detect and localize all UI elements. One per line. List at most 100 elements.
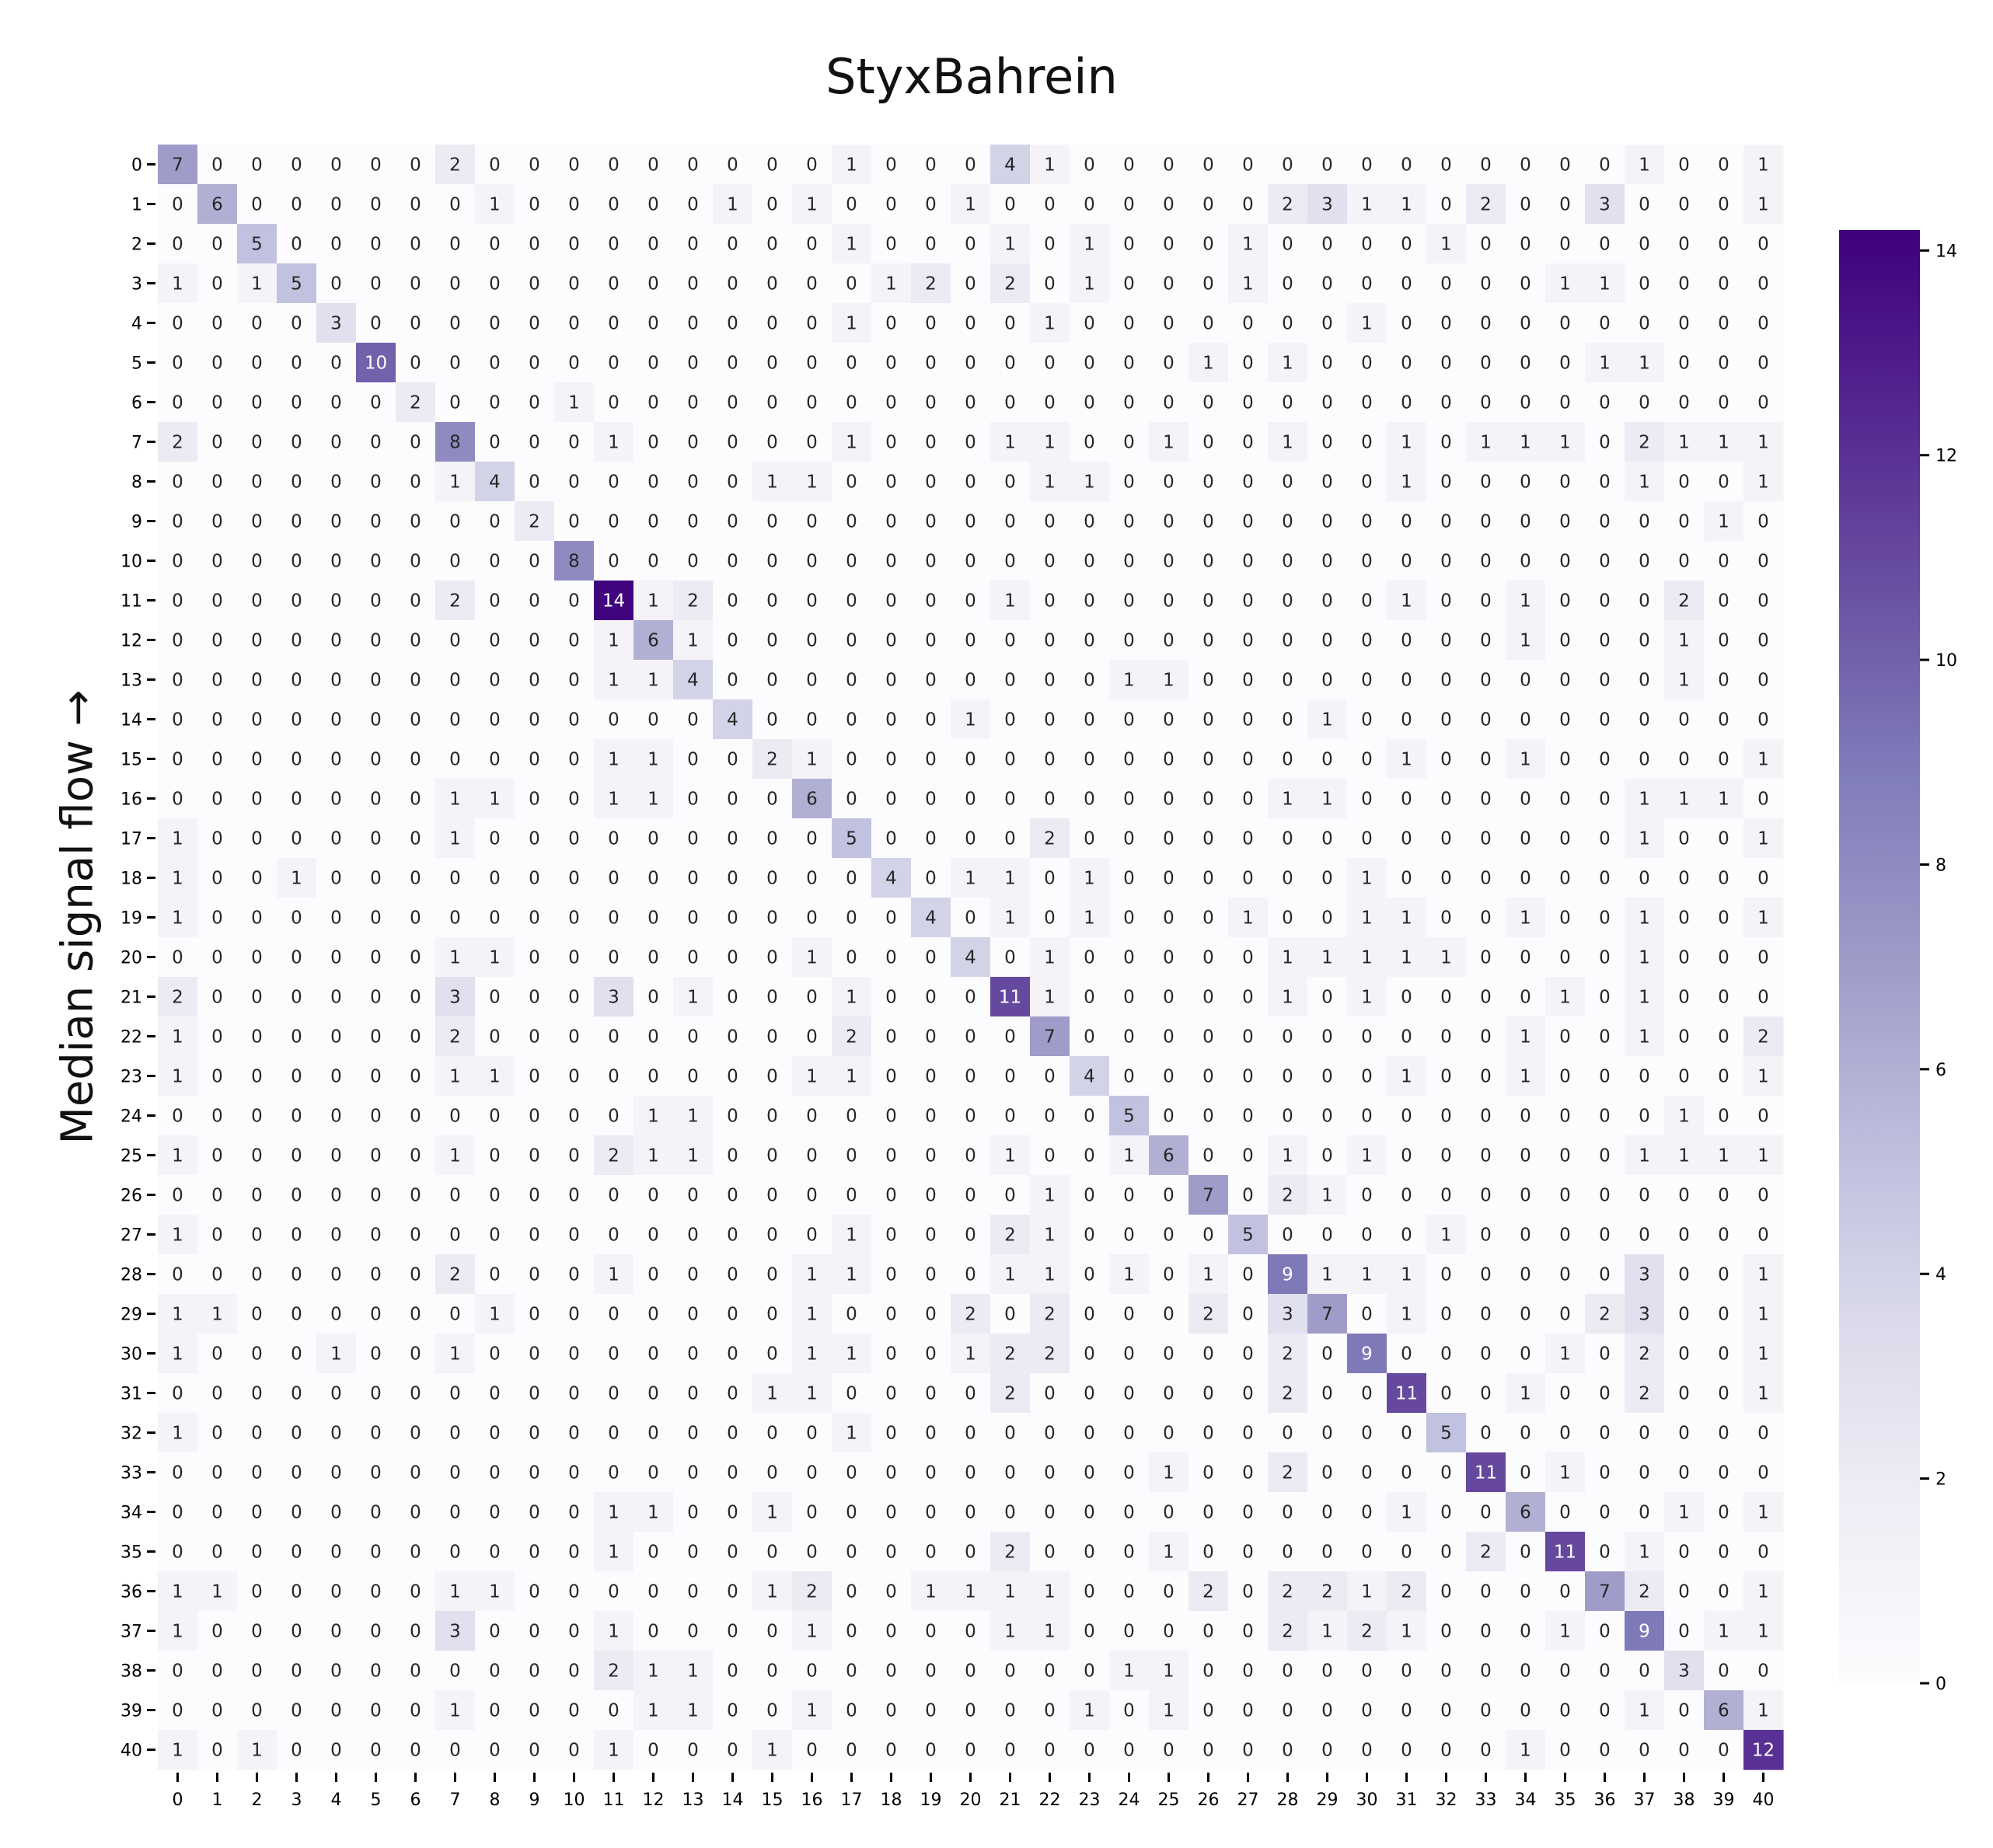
cell-value-label: 0: [1678, 393, 1690, 413]
heatmap-cell: [911, 382, 951, 423]
cell-value-label: 0: [687, 195, 699, 215]
heatmap-cell: [515, 303, 555, 343]
heatmap-cell: [792, 224, 832, 264]
cell-value-label: 0: [1123, 235, 1135, 255]
heatmap-cell: [475, 501, 515, 542]
cell-value-label: 0: [647, 195, 659, 215]
cell-value-label: 0: [1321, 472, 1333, 493]
heatmap-cell: [713, 660, 753, 700]
cell-value-label: 0: [925, 1463, 937, 1484]
cell-value-label: 2: [529, 512, 540, 532]
cell-value-label: 0: [925, 472, 937, 493]
heatmap-cell: [911, 660, 951, 700]
cell-value-label: 4: [885, 869, 897, 889]
y-tick-label: 13: [120, 671, 142, 691]
heatmap-cell: [1228, 224, 1269, 264]
cell-value-label: 0: [1202, 750, 1214, 770]
x-tick-label: 3: [291, 1790, 302, 1810]
cell-value-label: 1: [1044, 433, 1056, 453]
heatmap-cell: [1426, 462, 1467, 502]
cell-value-label: 0: [211, 790, 223, 810]
cell-value-label: 0: [1757, 671, 1769, 691]
cell-value-label: 0: [330, 591, 342, 612]
heatmap-cell: [475, 382, 515, 423]
cell-value-label: 0: [1163, 1503, 1175, 1523]
cell-value-label: 2: [172, 433, 183, 453]
cell-value-label: 0: [1718, 1741, 1729, 1761]
heatmap-cell: [158, 382, 198, 423]
cell-value-label: 0: [529, 1384, 540, 1404]
cell-value-label: 0: [766, 591, 778, 612]
cell-value-label: 0: [846, 1186, 857, 1206]
cell-value-label: 0: [1084, 988, 1095, 1008]
x-tick-label: 14: [722, 1790, 744, 1810]
heatmap-cell: [752, 581, 793, 621]
cell-value-label: 0: [1559, 631, 1571, 651]
heatmap-cell: [1466, 303, 1506, 343]
cell-value-label: 1: [1639, 948, 1650, 968]
heatmap-cell: [554, 145, 595, 185]
cell-value-label: 0: [251, 988, 263, 1008]
cell-value-label: 6: [1718, 1701, 1729, 1721]
heatmap-cell: [1664, 145, 1705, 185]
cell-value-label: 0: [1163, 1067, 1175, 1087]
cell-value-label: 0: [647, 235, 659, 255]
heatmap-cell: [792, 501, 832, 542]
cell-value-label: 0: [925, 750, 937, 770]
cell-value-label: 0: [1599, 552, 1611, 572]
cell-value-label: 0: [211, 869, 223, 889]
cell-value-label: 0: [1163, 631, 1175, 651]
cell-value-label: 4: [925, 908, 937, 929]
cell-value-label: 0: [1242, 1067, 1254, 1087]
cell-value-label: 0: [1559, 1503, 1571, 1523]
heatmap-cell: [1743, 620, 1784, 661]
cell-value-label: 0: [1718, 472, 1729, 493]
cell-value-label: 0: [1242, 155, 1254, 176]
cell-value-label: 1: [1123, 671, 1135, 691]
cell-value-label: 0: [1559, 1186, 1571, 1206]
cell-value-label: 0: [965, 552, 976, 572]
cell-value-label: 0: [211, 1701, 223, 1721]
heatmap-cell: [158, 501, 198, 542]
cell-value-label: 0: [568, 1186, 580, 1206]
heatmap-cell: [277, 660, 317, 700]
cell-value-label: 1: [1401, 908, 1412, 929]
cell-value-label: 0: [1639, 274, 1650, 295]
heatmap-cell: [1347, 422, 1387, 462]
cell-value-label: 0: [1401, 790, 1412, 810]
cell-value-label: 0: [1440, 671, 1452, 691]
cell-value-label: 0: [1202, 1463, 1214, 1484]
cell-value-label: 0: [172, 1463, 183, 1484]
cell-value-label: 0: [766, 1186, 778, 1206]
cell-value-label: 0: [1321, 1344, 1333, 1365]
heatmap-cell: [356, 660, 396, 700]
cell-value-label: 1: [211, 1305, 223, 1325]
cell-value-label: 0: [647, 948, 659, 968]
cell-value-label: 0: [727, 869, 738, 889]
heatmap-cell: [792, 620, 832, 661]
heatmap-cell: [673, 422, 714, 462]
cell-value-label: 0: [449, 1384, 461, 1404]
cell-value-label: 0: [1401, 274, 1412, 295]
heatmap-cell: [316, 581, 357, 621]
cell-value-label: 0: [885, 1067, 897, 1087]
cell-value-label: 0: [846, 512, 857, 532]
cell-value-label: 0: [529, 1265, 540, 1285]
cell-value-label: 0: [1678, 1265, 1690, 1285]
heatmap-cell: [1506, 382, 1546, 423]
y-tick-label: 24: [120, 1107, 142, 1127]
cell-value-label: 0: [1361, 829, 1373, 849]
cell-value-label: 0: [211, 314, 223, 334]
cell-value-label: 1: [687, 631, 699, 651]
cell-value-label: 0: [1559, 1107, 1571, 1127]
cell-value-label: 0: [965, 1226, 976, 1246]
cell-value-label: 0: [1401, 671, 1412, 691]
cell-value-label: 0: [647, 710, 659, 730]
cell-value-label: 0: [1004, 314, 1016, 334]
heatmap-cell: [1030, 620, 1070, 661]
cell-value-label: 0: [1282, 1503, 1293, 1523]
cell-value-label: 0: [766, 1305, 778, 1325]
cell-value-label: 0: [885, 1463, 897, 1484]
cell-value-label: 0: [449, 1741, 461, 1761]
cell-value-label: 1: [1559, 274, 1571, 295]
